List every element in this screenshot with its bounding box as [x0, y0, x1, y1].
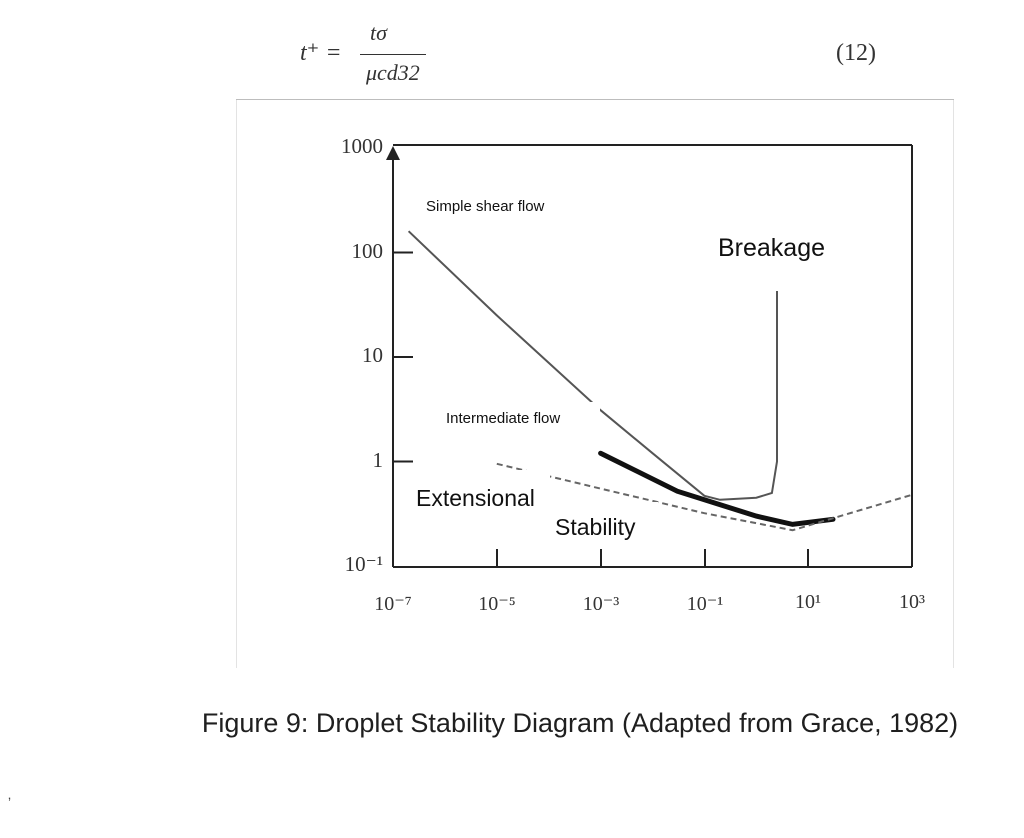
series-layer: [407, 230, 913, 532]
x-tick-label: 10¹: [795, 591, 821, 613]
axes-layer: [386, 144, 913, 568]
annotation-backgrounds: [410, 188, 854, 544]
equation-fraction-bar: [360, 54, 426, 55]
stability-chart: [386, 144, 913, 568]
series-simple-shear-flow: [407, 230, 778, 501]
equation-lhs: t⁺ =: [300, 40, 342, 66]
annotation-stability: Stability: [555, 514, 636, 540]
annotation-breakage: Breakage: [718, 234, 826, 262]
y-tick-label: 1000: [341, 134, 383, 158]
x-tick-label: 10³: [899, 591, 925, 613]
y-tick-label: 10: [362, 343, 383, 367]
annotation-background: [640, 215, 854, 291]
annotation-simple-shear-flow: Simple shear flow: [426, 198, 545, 215]
figure-caption: Figure 9: Droplet Stability Diagram (Ada…: [201, 708, 959, 738]
y-tick-label: 10⁻¹: [344, 552, 383, 576]
figure-right-border: [953, 100, 954, 668]
equation: t⁺ = tσ μcd32: [300, 16, 460, 86]
series-intermediate-flow: [598, 450, 836, 527]
annotation-intermediate-flow: Intermediate flow: [446, 410, 561, 427]
annotation-background: [410, 470, 550, 524]
annotation-background: [414, 188, 590, 234]
annotation-background: [444, 402, 600, 438]
y-tick-label: 1: [372, 447, 384, 472]
x-tick-label: 10⁻⁷: [374, 593, 412, 615]
annotation-background: [548, 502, 658, 544]
series-extensional: [496, 462, 913, 532]
annotation-extensional: Extensional: [416, 485, 535, 511]
y-axis-arrow: [386, 146, 400, 160]
equation-tag: (12): [836, 40, 876, 66]
equation-numerator: tσ: [370, 20, 387, 45]
y-tick-label: 100: [351, 238, 384, 263]
x-tick-label: 10⁻³: [582, 593, 620, 615]
figure-left-border: [236, 100, 237, 668]
stray-mark: ʼ: [8, 795, 12, 811]
equation-denominator: μcd32: [366, 60, 420, 85]
figure-top-rule: [236, 99, 954, 100]
x-tick-label: 10⁻¹: [686, 593, 724, 615]
x-tick-label: 10⁻⁵: [478, 593, 516, 615]
